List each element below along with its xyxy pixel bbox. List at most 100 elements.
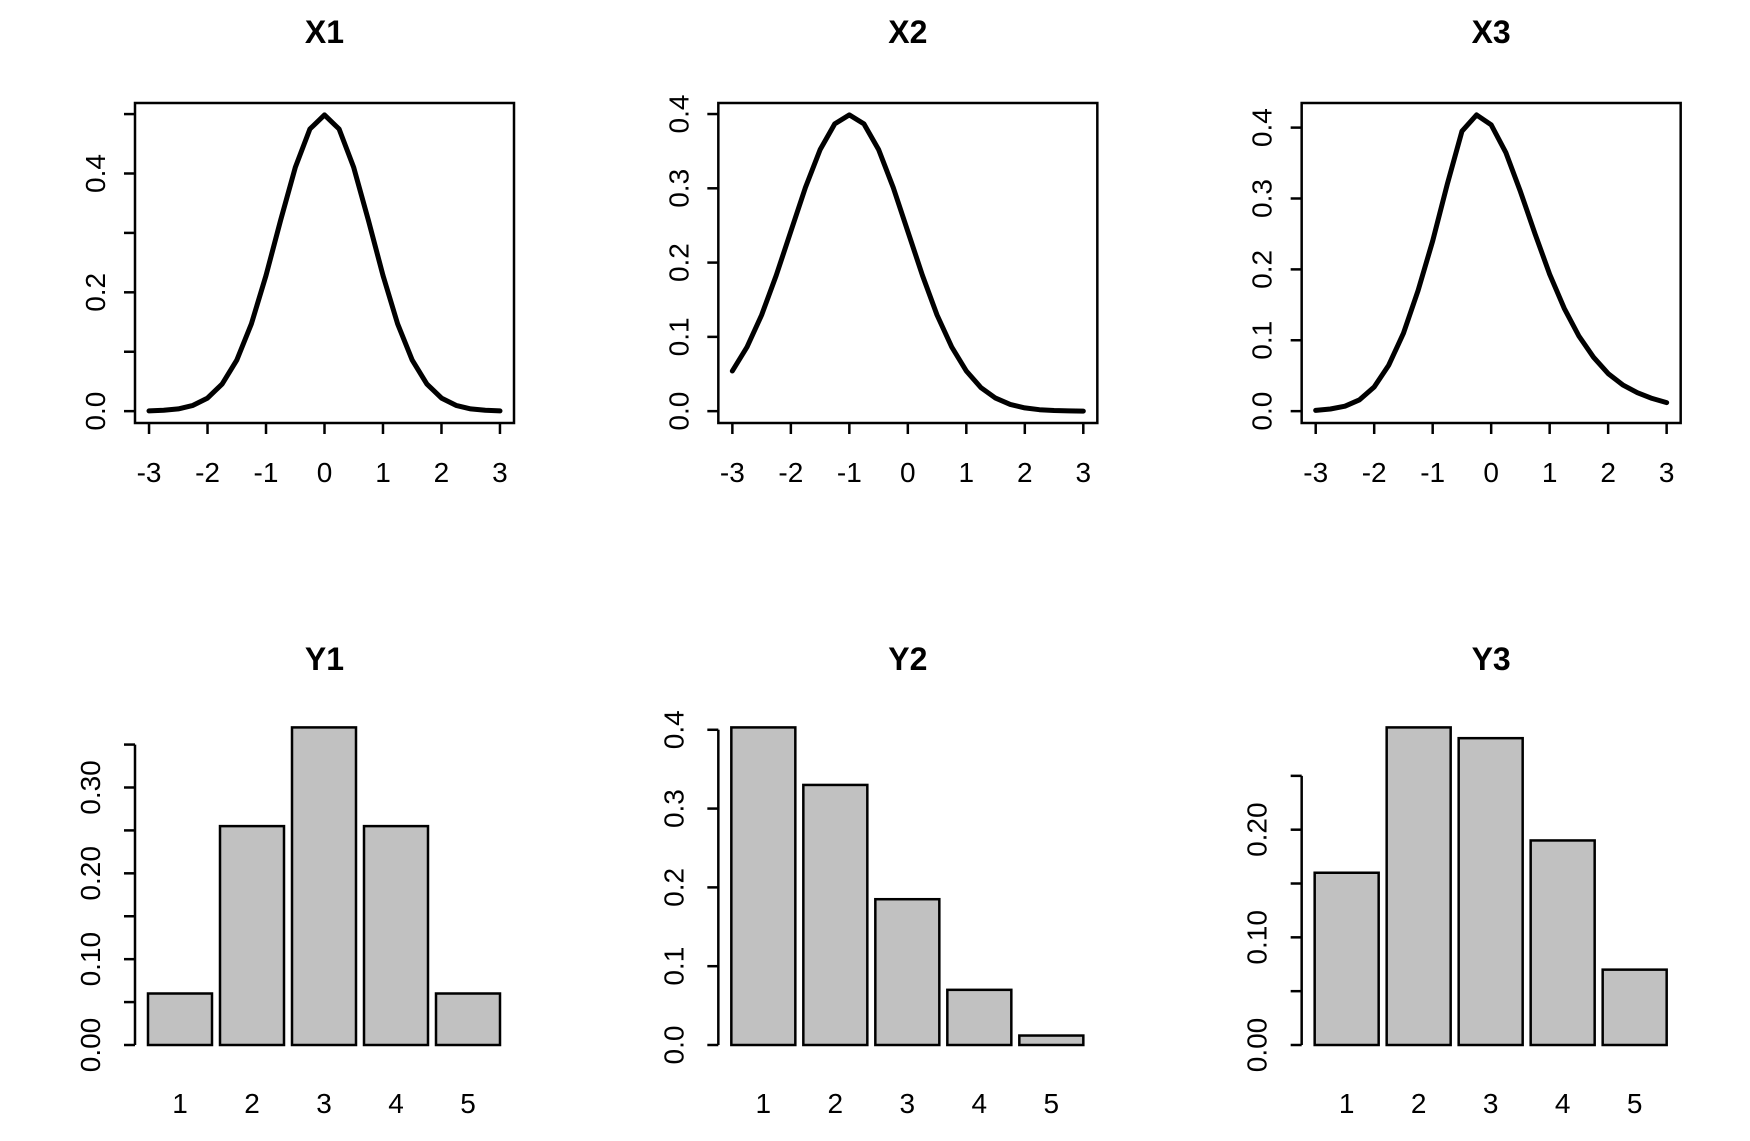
x-tick-label: 3 xyxy=(1076,457,1092,488)
bar-category-label: 4 xyxy=(972,1088,988,1119)
bar-category-label: 5 xyxy=(1044,1088,1060,1119)
bar-category-label: 1 xyxy=(1339,1088,1355,1119)
y-tick-label: 0.4 xyxy=(80,154,111,193)
bar xyxy=(802,783,869,1047)
bar xyxy=(874,897,941,1047)
panel-y2: Y2 1 2 3 4 5 0.0 0.1 0.2 0.3 0.4 xyxy=(658,641,1085,1119)
bar-category-label: 1 xyxy=(172,1088,188,1119)
bar xyxy=(730,726,797,1047)
plot-area-x3: -3 -2 -1 0 1 2 3 0.0 0.1 0.2 0.3 0.4 xyxy=(1247,101,1682,488)
plot-box xyxy=(133,101,516,425)
panel-y3: Y3 1 2 3 4 5 0.00 0.10 0.20 xyxy=(1242,641,1668,1119)
bar xyxy=(1529,839,1596,1047)
panel-y1: Y1 1 2 3 4 5 0.00 0.10 0.20 0.30 xyxy=(75,641,502,1119)
bar xyxy=(1601,968,1668,1047)
bar-category-label: 2 xyxy=(1411,1088,1427,1119)
bar xyxy=(1385,726,1452,1047)
plot-title-y2: Y2 xyxy=(888,641,927,677)
x-tick-label: -2 xyxy=(1362,457,1387,488)
bar xyxy=(1313,871,1380,1047)
bar-category-label: 5 xyxy=(460,1088,476,1119)
x-tick-label: 2 xyxy=(1600,457,1616,488)
bar xyxy=(218,824,286,1047)
plot-box xyxy=(1300,101,1682,425)
y-tick-label: 0.0 xyxy=(80,392,111,431)
y-tick-label: 0.0 xyxy=(658,1026,689,1065)
x-tick-label: -1 xyxy=(1420,457,1445,488)
plot-box xyxy=(717,101,1099,425)
y-tick-label: 0.1 xyxy=(658,947,689,986)
y-tick-label: 0.0 xyxy=(663,392,694,431)
x-tick-label: 2 xyxy=(1017,457,1033,488)
bar xyxy=(1018,1034,1085,1047)
x-tick-label: -2 xyxy=(778,457,803,488)
bar-category-label: 1 xyxy=(756,1088,772,1119)
x-tick-label: -1 xyxy=(837,457,862,488)
x-tick-label: 2 xyxy=(434,457,450,488)
panel-x1: X1 -3 -2 -1 0 1 2 3 0.0 0.2 0.4 xyxy=(80,14,516,488)
plot-area-x1: -3 -2 -1 0 1 2 3 0.0 0.2 0.4 xyxy=(80,101,516,488)
plot-title-x3: X3 xyxy=(1472,14,1511,50)
x-tick-label: 3 xyxy=(1659,457,1675,488)
y-tick-label: 0.4 xyxy=(658,710,689,749)
plot-title-x2: X2 xyxy=(888,14,927,50)
density-curve xyxy=(1313,112,1670,413)
bar xyxy=(290,726,358,1047)
plot-area-y3: 1 2 3 4 5 0.00 0.10 0.20 xyxy=(1242,726,1668,1119)
bar-category-label: 2 xyxy=(244,1088,260,1119)
y-tick-label: 0.10 xyxy=(1242,910,1273,965)
bar-category-label: 5 xyxy=(1627,1088,1643,1119)
y-tick-label: 0.3 xyxy=(658,789,689,828)
y-tick-label: 0.30 xyxy=(75,760,106,815)
plot-title-y3: Y3 xyxy=(1472,641,1511,677)
density-curve xyxy=(146,112,503,414)
bar-category-label: 3 xyxy=(1483,1088,1499,1119)
bar xyxy=(1457,736,1524,1047)
y-tick-label: 0.20 xyxy=(75,846,106,901)
y-tick-label: 0.4 xyxy=(1247,108,1278,147)
x-tick-label: 0 xyxy=(317,457,333,488)
y-tick-label: 0.2 xyxy=(663,243,694,282)
bar xyxy=(946,988,1013,1047)
y-tick-label: 0.00 xyxy=(1242,1018,1273,1073)
density-curve xyxy=(729,112,1086,414)
bar-category-label: 3 xyxy=(900,1088,916,1119)
panel-x2: X2 -3 -2 -1 0 1 2 3 0.0 0.1 0.2 0.3 0.4 xyxy=(663,14,1099,488)
plot-area-x2: -3 -2 -1 0 1 2 3 0.0 0.1 0.2 0.3 0.4 xyxy=(663,95,1099,488)
y-tick-label: 0.10 xyxy=(75,932,106,987)
x-tick-label: -3 xyxy=(1303,457,1328,488)
x-tick-label: 0 xyxy=(900,457,916,488)
y-tick-label: 0.1 xyxy=(1247,321,1278,360)
y-tick-label: 0.1 xyxy=(663,317,694,356)
bar-category-label: 4 xyxy=(388,1088,404,1119)
plot-title-y1: Y1 xyxy=(305,641,344,677)
x-tick-label: 1 xyxy=(375,457,391,488)
y-tick-label: 0.2 xyxy=(1247,250,1278,289)
y-tick-label: 0.3 xyxy=(663,169,694,208)
bar xyxy=(362,824,430,1047)
panel-x3: X3 -3 -2 -1 0 1 2 3 0.0 0.1 0.2 0.3 0.4 xyxy=(1247,14,1682,488)
x-tick-label: 0 xyxy=(1483,457,1499,488)
x-tick-label: 1 xyxy=(959,457,975,488)
bar-category-label: 2 xyxy=(828,1088,844,1119)
bar xyxy=(434,992,502,1047)
bar xyxy=(146,992,214,1047)
x-tick-label: 1 xyxy=(1542,457,1558,488)
x-tick-label: 3 xyxy=(492,457,508,488)
y-tick-label: 0.00 xyxy=(75,1018,106,1073)
y-tick-label: 0.20 xyxy=(1242,802,1273,857)
plot-title-x1: X1 xyxy=(305,14,344,50)
plot-area-y2: 1 2 3 4 5 0.0 0.1 0.2 0.3 0.4 xyxy=(658,710,1085,1119)
bar-category-label: 4 xyxy=(1555,1088,1571,1119)
x-tick-label: -3 xyxy=(720,457,745,488)
y-tick-label: 0.3 xyxy=(1247,179,1278,218)
x-tick-label: -2 xyxy=(195,457,220,488)
y-tick-label: 0.4 xyxy=(663,95,694,134)
plot-area-y1: 1 2 3 4 5 0.00 0.10 0.20 0.30 xyxy=(75,726,502,1119)
y-tick-label: 0.0 xyxy=(1247,392,1278,431)
bar-category-label: 3 xyxy=(316,1088,332,1119)
x-tick-label: -1 xyxy=(254,457,279,488)
x-tick-label: -3 xyxy=(137,457,162,488)
